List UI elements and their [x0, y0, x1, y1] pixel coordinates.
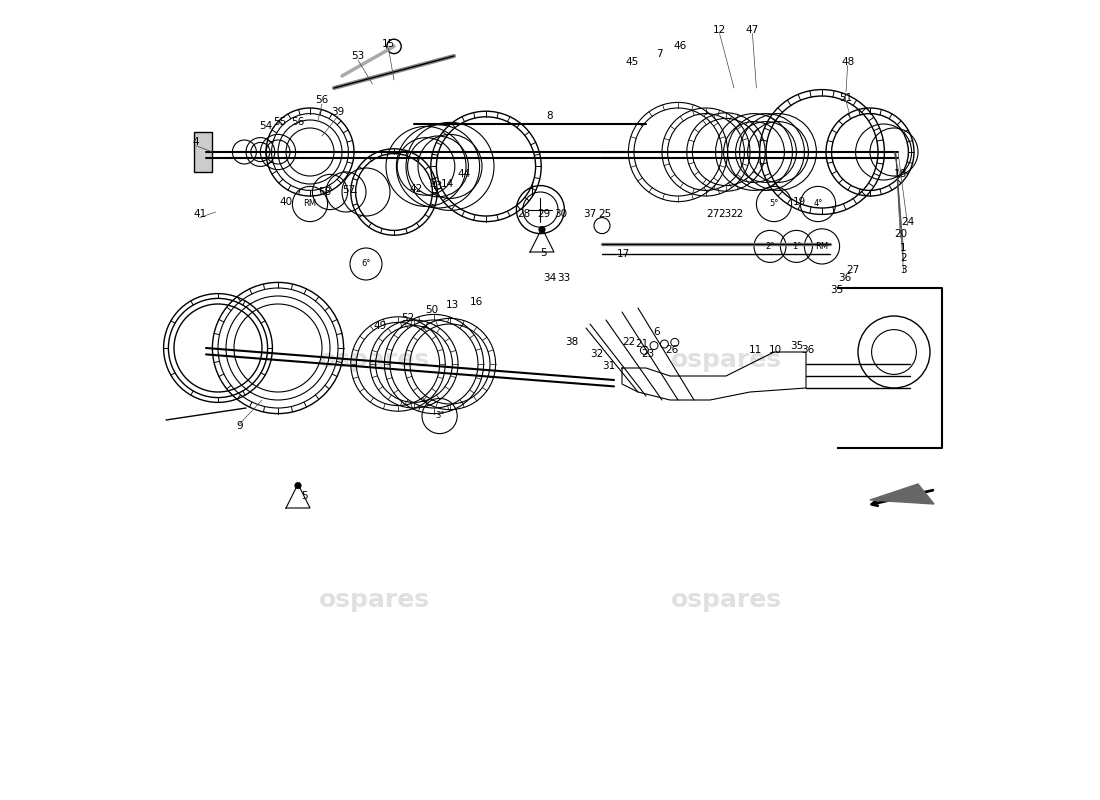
- Text: 42: 42: [409, 184, 422, 194]
- Text: 3: 3: [900, 265, 906, 274]
- Text: 45: 45: [625, 58, 638, 67]
- Text: 48: 48: [842, 58, 855, 67]
- Text: 21: 21: [636, 339, 649, 349]
- Text: 11: 11: [749, 346, 762, 355]
- Text: 22: 22: [729, 209, 743, 218]
- Text: ospares: ospares: [671, 348, 781, 372]
- Text: 35: 35: [829, 285, 843, 294]
- Text: 5°: 5°: [769, 199, 779, 209]
- Text: 23: 23: [641, 350, 654, 359]
- Text: 23: 23: [718, 209, 732, 218]
- Circle shape: [295, 482, 301, 489]
- Text: 4°: 4°: [813, 199, 823, 209]
- Text: 43: 43: [430, 182, 443, 191]
- Text: ospares: ospares: [319, 588, 429, 612]
- Text: 28: 28: [517, 209, 530, 218]
- Text: 36: 36: [801, 346, 814, 355]
- Text: 39: 39: [331, 107, 344, 117]
- Text: 30: 30: [553, 209, 566, 218]
- Bar: [194, 132, 211, 172]
- Text: 35: 35: [790, 342, 803, 351]
- Text: 3°: 3°: [434, 411, 444, 421]
- Text: 34: 34: [543, 273, 557, 282]
- Text: 53: 53: [351, 51, 364, 61]
- Text: ospares: ospares: [671, 588, 781, 612]
- Text: 57: 57: [342, 186, 355, 195]
- Text: 44: 44: [456, 170, 470, 179]
- Text: 5: 5: [540, 248, 547, 258]
- Text: 18: 18: [894, 170, 908, 179]
- Text: 8: 8: [547, 111, 553, 121]
- Text: 12: 12: [713, 26, 726, 35]
- Polygon shape: [870, 484, 934, 504]
- Text: 16: 16: [470, 298, 483, 307]
- Text: 54: 54: [260, 121, 273, 130]
- Text: 6: 6: [653, 327, 660, 337]
- Text: 20: 20: [894, 230, 908, 239]
- Text: 56: 56: [292, 117, 305, 126]
- Text: 33: 33: [557, 273, 570, 282]
- Text: 51: 51: [839, 93, 853, 102]
- Text: 31: 31: [602, 362, 615, 371]
- Text: 24: 24: [901, 218, 914, 227]
- Circle shape: [539, 226, 546, 233]
- Text: 22: 22: [621, 338, 635, 347]
- Text: RM: RM: [304, 199, 317, 209]
- Text: 37: 37: [583, 209, 596, 218]
- Text: 29: 29: [537, 209, 550, 218]
- Text: 41: 41: [192, 210, 206, 219]
- Text: 15: 15: [382, 39, 395, 49]
- Text: 52: 52: [402, 313, 415, 322]
- Text: 1°: 1°: [792, 242, 801, 251]
- Text: 1: 1: [900, 243, 906, 253]
- Text: 17: 17: [617, 250, 630, 259]
- Text: 55: 55: [273, 117, 286, 126]
- Text: 5: 5: [301, 491, 308, 501]
- Text: 58: 58: [318, 187, 331, 197]
- Text: 46: 46: [673, 42, 686, 51]
- Text: 14: 14: [441, 179, 454, 189]
- Text: 26: 26: [666, 346, 679, 355]
- Text: 9: 9: [236, 422, 243, 431]
- Text: RM: RM: [815, 242, 828, 251]
- Text: 38: 38: [565, 338, 579, 347]
- Text: 49: 49: [373, 322, 386, 331]
- Text: 27: 27: [706, 209, 719, 218]
- Text: 7: 7: [657, 50, 663, 59]
- Text: 10: 10: [769, 346, 782, 355]
- Text: 36: 36: [838, 273, 851, 282]
- Text: 47: 47: [746, 26, 759, 35]
- Text: 13: 13: [446, 300, 459, 310]
- Text: 27: 27: [846, 265, 859, 274]
- Text: 25: 25: [597, 209, 611, 218]
- Text: ospares: ospares: [319, 348, 429, 372]
- Text: 2°: 2°: [766, 242, 774, 251]
- Text: 56: 56: [316, 95, 329, 105]
- Text: 40: 40: [279, 198, 293, 207]
- Text: 50: 50: [425, 306, 438, 315]
- Text: 32: 32: [590, 350, 603, 359]
- Text: 19: 19: [793, 198, 806, 207]
- Text: 6°: 6°: [361, 259, 371, 269]
- Text: 4: 4: [192, 138, 199, 147]
- Text: 2: 2: [900, 254, 906, 263]
